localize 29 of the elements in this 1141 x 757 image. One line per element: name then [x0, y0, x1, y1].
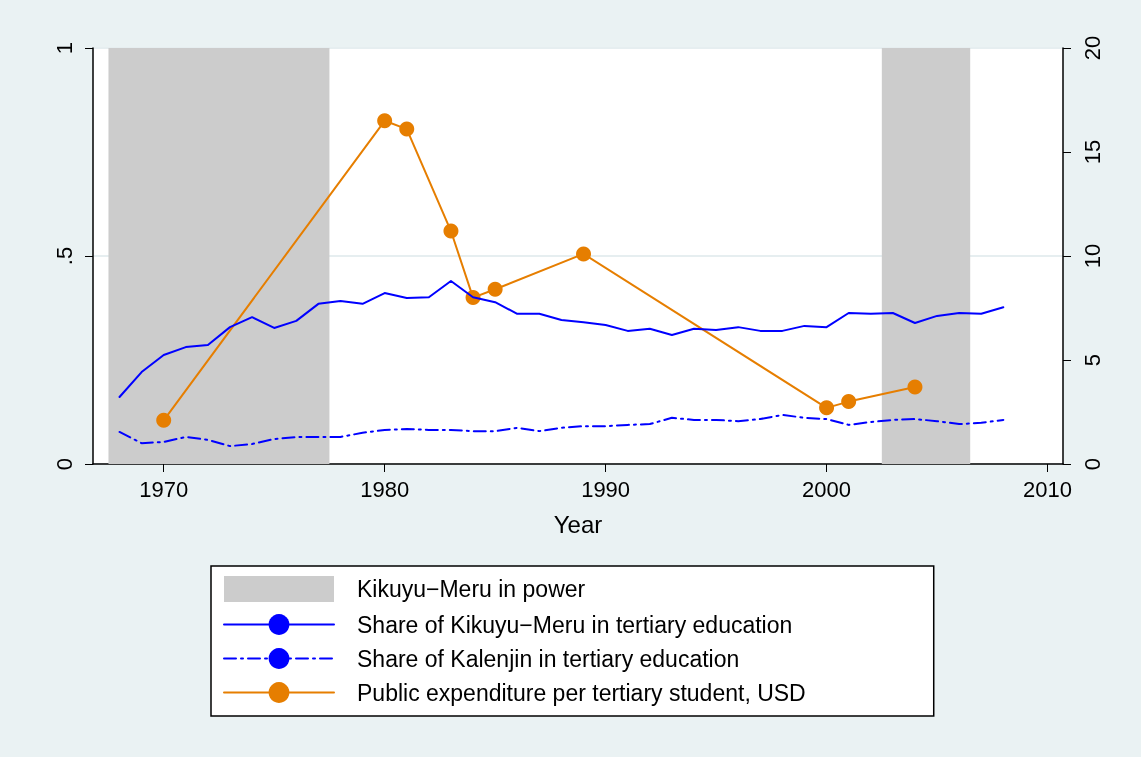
x-tick-label: 2000: [802, 476, 852, 502]
x-axis-title: Year: [553, 510, 603, 538]
point: [156, 412, 172, 428]
x-tick-label: 1970: [139, 476, 189, 502]
y-tick-label: 0: [51, 457, 77, 471]
legend-label: Kikuyu−Meru in power: [357, 576, 586, 602]
y-tick-label: 1: [51, 41, 77, 55]
y2-tick-label: 10: [1079, 243, 1105, 269]
y2-tick-label: 15: [1079, 139, 1105, 165]
point: [576, 246, 592, 262]
point: [487, 281, 503, 297]
x-tick-label: 2010: [1023, 476, 1073, 502]
y2-tick-label: 0: [1079, 457, 1105, 471]
line-series: [118, 279, 1005, 399]
y2-tick-label: 20: [1079, 35, 1105, 61]
point: [399, 121, 415, 137]
point: [841, 394, 857, 410]
point: [443, 223, 459, 239]
x-tick-label: 1980: [360, 476, 410, 502]
legend-label: Share of Kalenjin in tertiary education: [357, 645, 740, 672]
y-tick-label: .5: [51, 246, 77, 266]
y2-tick-label: 5: [1079, 353, 1105, 367]
point: [377, 113, 393, 129]
point: [819, 400, 835, 416]
line-series: [118, 413, 1005, 448]
point: [907, 379, 923, 395]
x-tick-label: 1990: [581, 476, 631, 502]
legend-label: Share of Kikuyu−Meru in tertiary education: [357, 611, 793, 638]
legend-label: Public expenditure per tertiary student, USD: [357, 679, 806, 706]
